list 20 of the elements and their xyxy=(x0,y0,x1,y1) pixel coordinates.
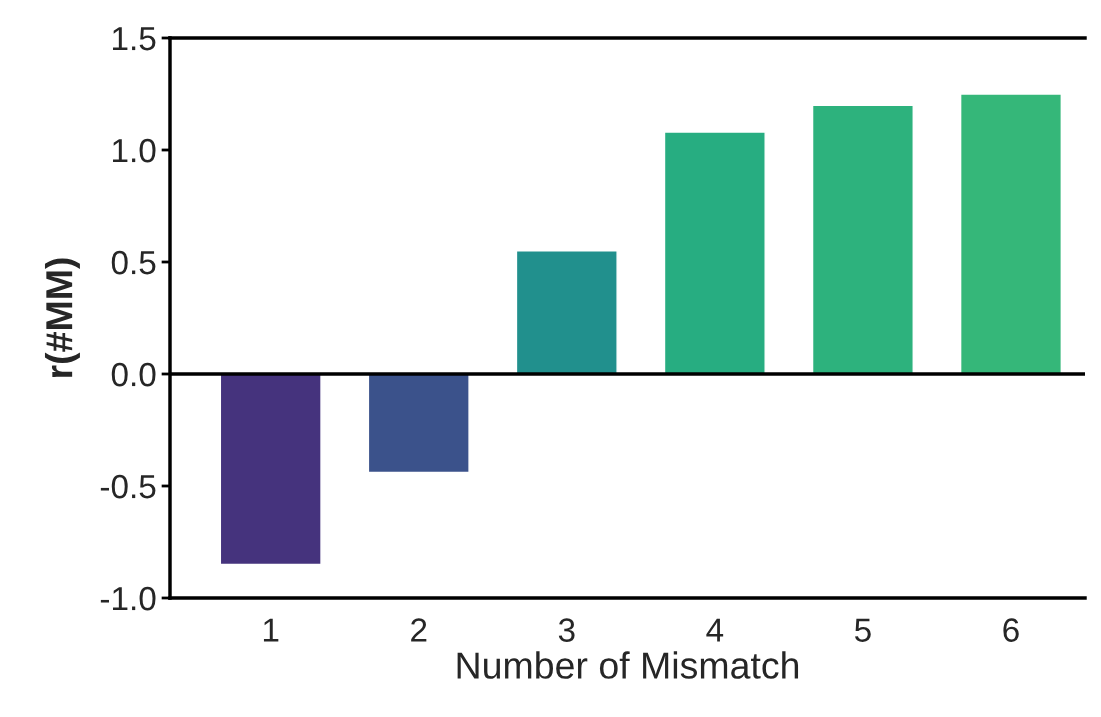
bar xyxy=(959,93,1063,375)
x-tick-label: 5 xyxy=(854,618,871,642)
y-tick-label: 0.5 xyxy=(111,250,156,275)
bar xyxy=(663,131,766,375)
x-tick-label: 6 xyxy=(1003,618,1019,642)
x-axis-title: Number of Mismatch xyxy=(457,651,799,679)
y-tick-label: -0.5 xyxy=(100,474,156,499)
x-tick-label: 3 xyxy=(558,618,575,642)
x-tick-label: 2 xyxy=(411,618,427,642)
x-tick-label: 4 xyxy=(706,618,724,642)
x-tick-label: 1 xyxy=(263,618,279,642)
y-axis-title: r(#MM) xyxy=(44,258,80,377)
y-tick-label: 0.0 xyxy=(111,362,156,387)
y-tick-label: -1.0 xyxy=(100,586,156,611)
bar xyxy=(515,250,618,375)
bar xyxy=(367,373,470,474)
y-tick-label: 1.0 xyxy=(113,138,156,163)
bar xyxy=(811,104,914,375)
y-tick-label: 1.5 xyxy=(113,27,156,51)
bar xyxy=(219,373,322,566)
